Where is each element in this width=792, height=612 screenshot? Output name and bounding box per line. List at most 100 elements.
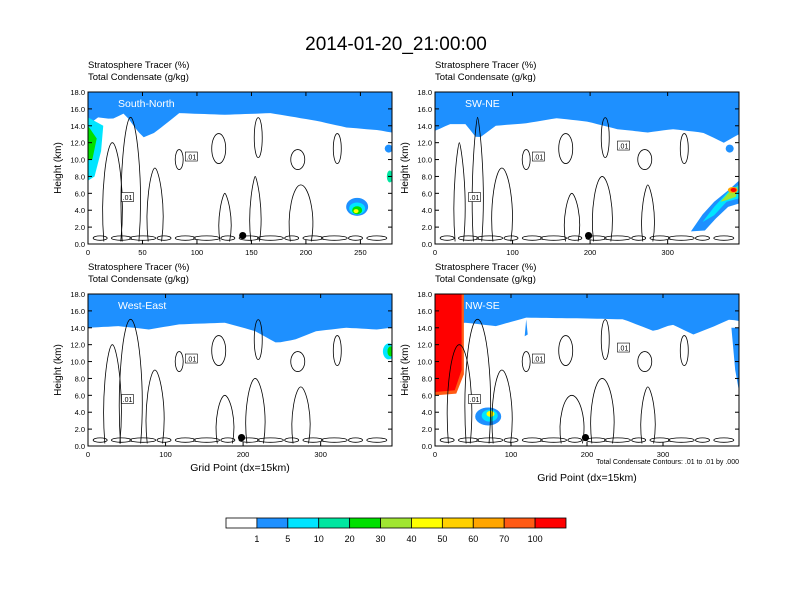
colorbar-label: 100 <box>528 534 543 544</box>
colorbar-label: 20 <box>345 534 355 544</box>
y-tick-label: 8.0 <box>422 172 432 181</box>
contour-line <box>92 235 108 241</box>
contour-line <box>563 192 581 242</box>
contour-note: Total Condensate Contours: .01 to .01 by… <box>596 459 739 466</box>
location-marker <box>237 433 246 442</box>
cross-section-label: South-North <box>118 98 175 110</box>
x-tick-label: 150 <box>245 248 258 257</box>
contour-label: .01 <box>470 195 480 202</box>
contour-line <box>695 235 710 241</box>
contour-line <box>103 344 122 444</box>
contour-line <box>491 167 513 242</box>
tracer-band-6 <box>435 294 739 335</box>
contour-line <box>284 437 300 443</box>
contour-line <box>604 437 631 443</box>
y-tick-label: 4.0 <box>422 408 432 417</box>
contour-line <box>156 235 172 241</box>
contour-line <box>567 437 583 443</box>
y-tick-label: 16.0 <box>70 307 85 316</box>
x-tick-label: 200 <box>300 248 313 257</box>
contour-label-box <box>617 140 630 151</box>
contour-line <box>600 319 610 361</box>
x-tick-label: 100 <box>506 248 519 257</box>
contour-line <box>637 149 653 170</box>
x-tick-label: 100 <box>159 450 172 459</box>
tracer-blob <box>353 209 359 214</box>
contour-line <box>111 437 132 443</box>
x-axis-label: Grid Point (dx=15km) <box>190 462 290 474</box>
colorbar-label: 30 <box>376 534 386 544</box>
tracer-band-6 <box>88 92 392 138</box>
tracer-blob <box>731 327 739 392</box>
contour-line <box>667 235 695 241</box>
colorbar-label: 40 <box>406 534 416 544</box>
x-tick-label: 50 <box>138 248 146 257</box>
panel-1: Stratosphere Tracer (%)Total Condensate … <box>400 60 740 257</box>
y-axis-label: Height (km) <box>53 344 64 396</box>
y-tick-label: 18.0 <box>70 88 85 97</box>
contour-line <box>290 149 306 170</box>
x-tick-label: 200 <box>581 450 594 459</box>
plot-frame <box>434 91 740 245</box>
y-tick-label: 14.0 <box>417 122 432 131</box>
contour-line <box>558 335 574 366</box>
contour-line <box>559 394 585 444</box>
contour-line <box>521 351 531 372</box>
clear-air <box>88 116 392 244</box>
contour-line <box>238 235 260 241</box>
y-tick-label: 2.0 <box>422 223 432 232</box>
contour-line <box>253 117 263 159</box>
y-tick-label: 14.0 <box>417 324 432 333</box>
colorbar-boxes <box>225 517 567 529</box>
contour-line <box>476 437 504 443</box>
contour-line <box>215 394 235 444</box>
x-tick-label: 0 <box>433 450 437 459</box>
contour-line <box>156 437 172 443</box>
contour-line <box>453 142 466 242</box>
y-tick-label: 4.0 <box>422 206 432 215</box>
contour-line <box>332 335 342 366</box>
contour-line <box>118 318 143 444</box>
plot-frame <box>87 293 393 447</box>
x-tick-label: 200 <box>237 450 250 459</box>
colorbar-label: 60 <box>468 534 478 544</box>
contour-label: .01 <box>619 346 629 353</box>
contour-line <box>288 184 314 242</box>
contour-line <box>284 235 300 241</box>
colorbar-label: 10 <box>314 534 324 544</box>
contour-line <box>631 235 647 241</box>
contour-line <box>174 149 184 170</box>
x-tick-label: 0 <box>86 248 90 257</box>
y-tick-label: 10.0 <box>417 156 432 165</box>
contour-label-box <box>121 192 134 202</box>
panel-title-condensate: Total Condensate (g/kg) <box>88 274 189 285</box>
contour-line <box>245 378 266 444</box>
tracer-blob <box>524 319 528 337</box>
panel-0: Stratosphere Tracer (%)Total Condensate … <box>53 60 393 257</box>
x-tick-label: 0 <box>433 248 437 257</box>
contour-line <box>640 386 656 444</box>
y-tick-label: 2.0 <box>75 223 85 232</box>
contour-line <box>111 235 132 241</box>
y-tick-label: 16.0 <box>70 105 85 114</box>
contour-label-box <box>121 394 134 404</box>
colorbar-label: 70 <box>499 534 509 544</box>
contour-line <box>256 235 284 241</box>
contour-line <box>320 235 348 241</box>
contour-label: .01 <box>470 397 480 404</box>
y-tick-label: 10.0 <box>70 358 85 367</box>
panel-3: Stratosphere Tracer (%)Total Condensate … <box>400 262 740 484</box>
colorbar-label: 5 <box>285 534 290 544</box>
colorbar-box <box>441 517 474 529</box>
y-tick-label: 0.0 <box>75 240 85 249</box>
condensate-contours <box>92 318 388 444</box>
contour-line <box>631 437 647 443</box>
contour-line <box>540 235 567 241</box>
y-tick-label: 12.0 <box>417 139 432 148</box>
y-tick-label: 16.0 <box>417 307 432 316</box>
y-tick-label: 4.0 <box>75 206 85 215</box>
colorbar-label: 1 <box>254 534 259 544</box>
heatmap-field: .01 .01 <box>88 294 392 446</box>
contour-line <box>291 386 311 444</box>
contour-line <box>521 437 543 443</box>
